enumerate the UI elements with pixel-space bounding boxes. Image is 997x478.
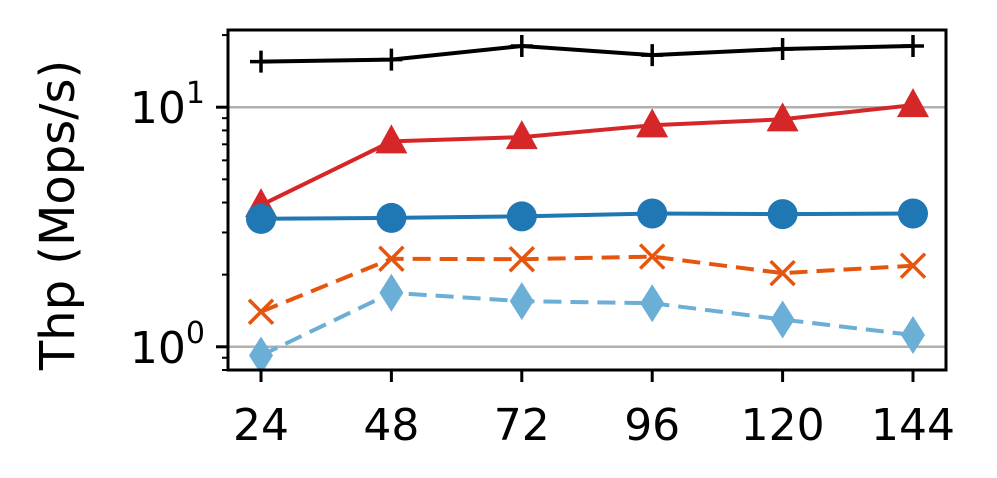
x-tick-label-1: 48 xyxy=(363,400,419,451)
y-tick-label-0: 100 xyxy=(130,316,205,374)
series-0-point-5 xyxy=(902,35,924,58)
axes-frame xyxy=(226,28,948,372)
series-4-point-5 xyxy=(901,315,925,354)
series-1-line xyxy=(260,103,914,207)
series-4-point-1 xyxy=(379,273,404,312)
series-2-point-2 xyxy=(506,201,537,232)
series-0-point-1 xyxy=(380,48,403,71)
series-0-line xyxy=(260,44,914,64)
series-3-line xyxy=(260,254,914,314)
series-0-point-2 xyxy=(510,35,533,58)
series-3-point-2 xyxy=(508,245,536,273)
series-1-point-1 xyxy=(375,124,408,154)
series-1-point-4 xyxy=(766,102,799,132)
series-3-point-3 xyxy=(638,243,666,270)
series-3-point-1 xyxy=(378,245,405,273)
series-2-point-1 xyxy=(376,202,407,233)
series-4-point-0 xyxy=(249,336,273,375)
series-4-line xyxy=(260,290,914,358)
series-1-point-5 xyxy=(897,88,929,118)
series-3-point-5 xyxy=(899,252,927,279)
y-tick-label-1: 101 xyxy=(130,76,205,134)
y-tick-exponent-0: 0 xyxy=(186,316,205,351)
y-axis-label: Thp (Mops/s) xyxy=(30,60,86,371)
series-4-point-2 xyxy=(509,282,534,321)
series-2-line xyxy=(260,211,914,221)
x-tick-label-3: 96 xyxy=(624,400,680,451)
series-4-point-4 xyxy=(770,300,795,339)
x-tick-label-5: 144 xyxy=(871,400,955,451)
x-tick-label-0: 24 xyxy=(233,400,289,451)
series-1-point-2 xyxy=(505,120,538,150)
series-0-point-0 xyxy=(250,50,272,73)
y-tick-base-1: 10 xyxy=(130,83,186,134)
series-2-point-0 xyxy=(246,203,276,234)
series-2-point-3 xyxy=(637,198,668,229)
series-2-point-4 xyxy=(767,199,798,230)
y-tick-exponent-1: 1 xyxy=(186,76,205,111)
series-0-point-4 xyxy=(771,37,794,60)
series-4-point-3 xyxy=(640,284,665,323)
y-tick-base-0: 10 xyxy=(130,323,186,374)
series-0-point-3 xyxy=(641,44,664,67)
series-3-point-0 xyxy=(247,298,275,326)
x-tick-label-4: 120 xyxy=(741,400,825,451)
series-3-point-4 xyxy=(769,259,796,287)
series-1-point-3 xyxy=(636,108,669,138)
x-tick-label-2: 72 xyxy=(494,400,550,451)
series-2-point-5 xyxy=(898,198,928,229)
